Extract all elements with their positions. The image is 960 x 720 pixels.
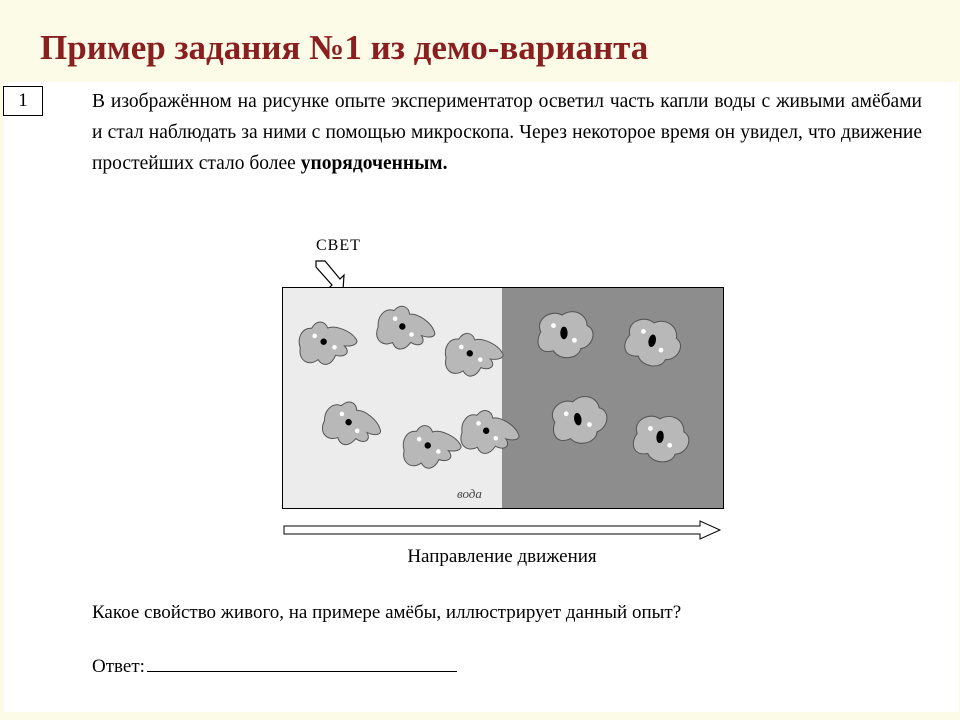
slide: Пример задания №1 из демо-варианта 1 В и…: [0, 0, 960, 720]
answer-label: Ответ:: [92, 656, 145, 677]
amoeba-static-icon: [626, 410, 696, 466]
experiment-diagram: вода: [282, 287, 724, 509]
amoeba-static-icon: [530, 306, 600, 362]
task-body-text: В изображённом на рисунке опыте эксперим…: [92, 86, 922, 180]
direction-arrow-icon: [282, 518, 722, 542]
amoeba-moving-icon: [294, 316, 364, 372]
amoeba-static-icon: [618, 314, 688, 370]
light-label: СВЕТ: [316, 237, 361, 255]
amoeba-moving-icon: [372, 302, 442, 358]
question-number: 1: [3, 86, 43, 116]
content-panel: 1 В изображённом на рисунке опыте экспер…: [4, 82, 959, 712]
water-label: вода: [457, 486, 482, 502]
amoeba-moving-icon: [318, 398, 388, 454]
answer-row: Ответ:: [92, 656, 457, 678]
amoeba-moving-icon: [440, 328, 510, 384]
answer-blank-line: [147, 671, 457, 672]
amoeba-moving-icon: [456, 406, 526, 462]
question-text: Какое свойство живого, на примере амёбы,…: [92, 602, 922, 624]
amoeba-static-icon: [544, 392, 614, 448]
direction-label: Направление движения: [282, 546, 722, 568]
body-text-plain: В изображённом на рисунке опыте эксперим…: [92, 91, 922, 174]
body-text-bold: упорядоченным.: [301, 153, 448, 174]
page-title: Пример задания №1 из демо-варианта: [40, 28, 920, 68]
